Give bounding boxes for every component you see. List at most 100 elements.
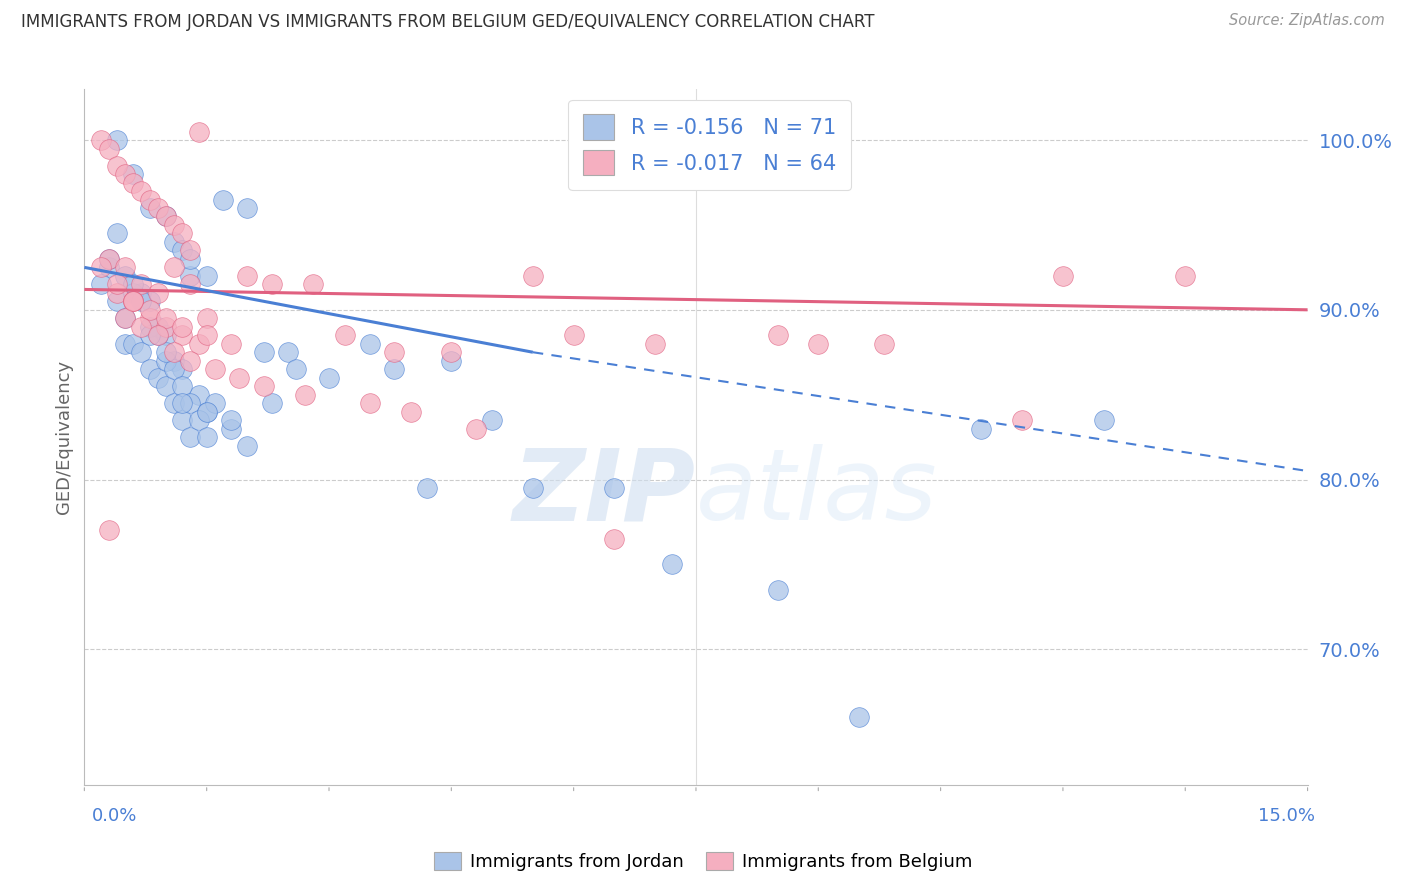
Point	[187, 336, 209, 351]
Point	[122, 277, 145, 292]
Point	[661, 558, 683, 572]
Point	[464, 421, 486, 435]
Point	[172, 379, 194, 393]
Point	[195, 328, 218, 343]
Text: 15.0%: 15.0%	[1257, 807, 1315, 825]
Point	[359, 336, 381, 351]
Point	[522, 481, 544, 495]
Point	[179, 268, 201, 283]
Point	[195, 404, 218, 418]
Point	[155, 210, 177, 224]
Point	[195, 268, 218, 283]
Point	[219, 421, 242, 435]
Point	[131, 184, 153, 198]
Point	[163, 345, 186, 359]
Point	[138, 319, 160, 334]
Point	[440, 353, 463, 368]
Point	[97, 260, 120, 275]
Point	[1052, 268, 1074, 283]
Point	[138, 201, 160, 215]
Point	[359, 396, 381, 410]
Point	[294, 387, 316, 401]
Point	[382, 345, 405, 359]
Point	[204, 362, 226, 376]
Point	[187, 413, 209, 427]
Point	[179, 252, 201, 266]
Text: Source: ZipAtlas.com: Source: ZipAtlas.com	[1229, 13, 1385, 29]
Point	[105, 294, 128, 309]
Point	[155, 210, 177, 224]
Point	[131, 319, 153, 334]
Point	[766, 328, 789, 343]
Point	[848, 710, 870, 724]
Point	[105, 133, 128, 147]
Point	[131, 345, 153, 359]
Point	[260, 396, 283, 410]
Text: ZIP: ZIP	[513, 444, 696, 541]
Legend: Immigrants from Jordan, Immigrants from Belgium: Immigrants from Jordan, Immigrants from …	[427, 845, 979, 879]
Legend: R = -0.156   N = 71, R = -0.017   N = 64: R = -0.156 N = 71, R = -0.017 N = 64	[568, 100, 851, 190]
Point	[131, 285, 153, 300]
Point	[114, 311, 136, 326]
Point	[163, 218, 186, 232]
Point	[114, 268, 136, 283]
Point	[603, 532, 626, 546]
Point	[807, 336, 830, 351]
Point	[187, 387, 209, 401]
Point	[114, 311, 136, 326]
Point	[146, 201, 169, 215]
Point	[131, 294, 153, 309]
Point	[138, 294, 160, 309]
Point	[195, 311, 218, 326]
Point	[97, 252, 120, 266]
Point	[155, 353, 177, 368]
Point	[766, 582, 789, 597]
Point	[219, 413, 242, 427]
Point	[440, 345, 463, 359]
Point	[155, 311, 177, 326]
Point	[172, 328, 194, 343]
Point	[172, 319, 194, 334]
Point	[644, 336, 666, 351]
Point	[301, 277, 323, 292]
Point	[335, 328, 357, 343]
Point	[253, 345, 276, 359]
Point	[603, 481, 626, 495]
Point	[122, 167, 145, 181]
Point	[146, 370, 169, 384]
Point	[382, 362, 405, 376]
Point	[236, 268, 259, 283]
Point	[138, 311, 160, 326]
Point	[105, 159, 128, 173]
Point	[90, 277, 112, 292]
Text: IMMIGRANTS FROM JORDAN VS IMMIGRANTS FROM BELGIUM GED/EQUIVALENCY CORRELATION CH: IMMIGRANTS FROM JORDAN VS IMMIGRANTS FRO…	[21, 13, 875, 31]
Point	[253, 379, 276, 393]
Point	[122, 294, 145, 309]
Point	[970, 421, 993, 435]
Point	[138, 193, 160, 207]
Point	[236, 439, 259, 453]
Point	[212, 193, 235, 207]
Point	[872, 336, 894, 351]
Point	[114, 336, 136, 351]
Point	[146, 319, 169, 334]
Point	[122, 176, 145, 190]
Point	[562, 328, 585, 343]
Point	[122, 336, 145, 351]
Point	[179, 396, 201, 410]
Point	[219, 336, 242, 351]
Point	[163, 396, 186, 410]
Point	[195, 430, 218, 444]
Point	[163, 362, 186, 376]
Point	[1174, 268, 1197, 283]
Point	[105, 227, 128, 241]
Point	[179, 244, 201, 258]
Point	[138, 362, 160, 376]
Point	[172, 413, 194, 427]
Point	[172, 227, 194, 241]
Point	[163, 260, 186, 275]
Point	[114, 260, 136, 275]
Point	[97, 252, 120, 266]
Point	[163, 353, 186, 368]
Point	[90, 133, 112, 147]
